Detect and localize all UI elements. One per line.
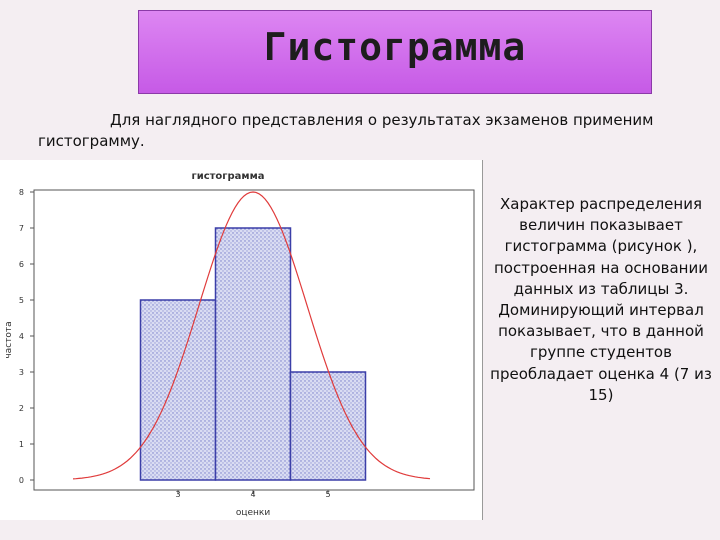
slide-title: Гистограмма [263,25,527,69]
bars [139,227,367,481]
x-tick-label: 5 [325,490,330,499]
normal-curve [72,191,431,480]
y-tick-label: 5 [19,296,24,305]
description-text: Характер распределения величин показывае… [490,195,712,404]
y-tick-label: 6 [19,260,24,269]
plot-area [33,189,475,491]
x-axis-ticks: 3 4 5 [175,490,331,499]
y-tick-label: 1 [19,440,24,449]
histogram-svg: гистограмма 0 1 2 3 4 5 6 7 8 3 4 5 оценки частота [4,171,475,518]
y-tick-label: 2 [19,404,24,413]
bar-grade-5 [289,371,367,481]
y-tick-label: 4 [19,332,24,341]
x-tick-label: 4 [250,490,255,499]
y-axis-ticks: 0 1 2 3 4 5 6 7 8 [19,188,34,485]
bar-grade-3 [139,299,217,481]
title-banner: Гистограмма [138,10,652,94]
y-tick-label: 7 [19,224,24,233]
x-tick-label: 3 [175,490,180,499]
y-tick-label: 3 [19,368,24,377]
y-axis-label: частота [4,321,14,358]
y-tick-label: 0 [19,476,24,485]
histogram-chart: гистограмма 0 1 2 3 4 5 6 7 8 3 4 5 оценки частота [0,160,483,520]
x-axis-label: оценки [236,508,270,518]
y-tick-label: 8 [19,188,24,197]
bar-grade-4 [214,227,292,481]
chart-title: гистограмма [191,171,264,182]
intro-text: Для наглядного представления о результат… [38,111,654,150]
